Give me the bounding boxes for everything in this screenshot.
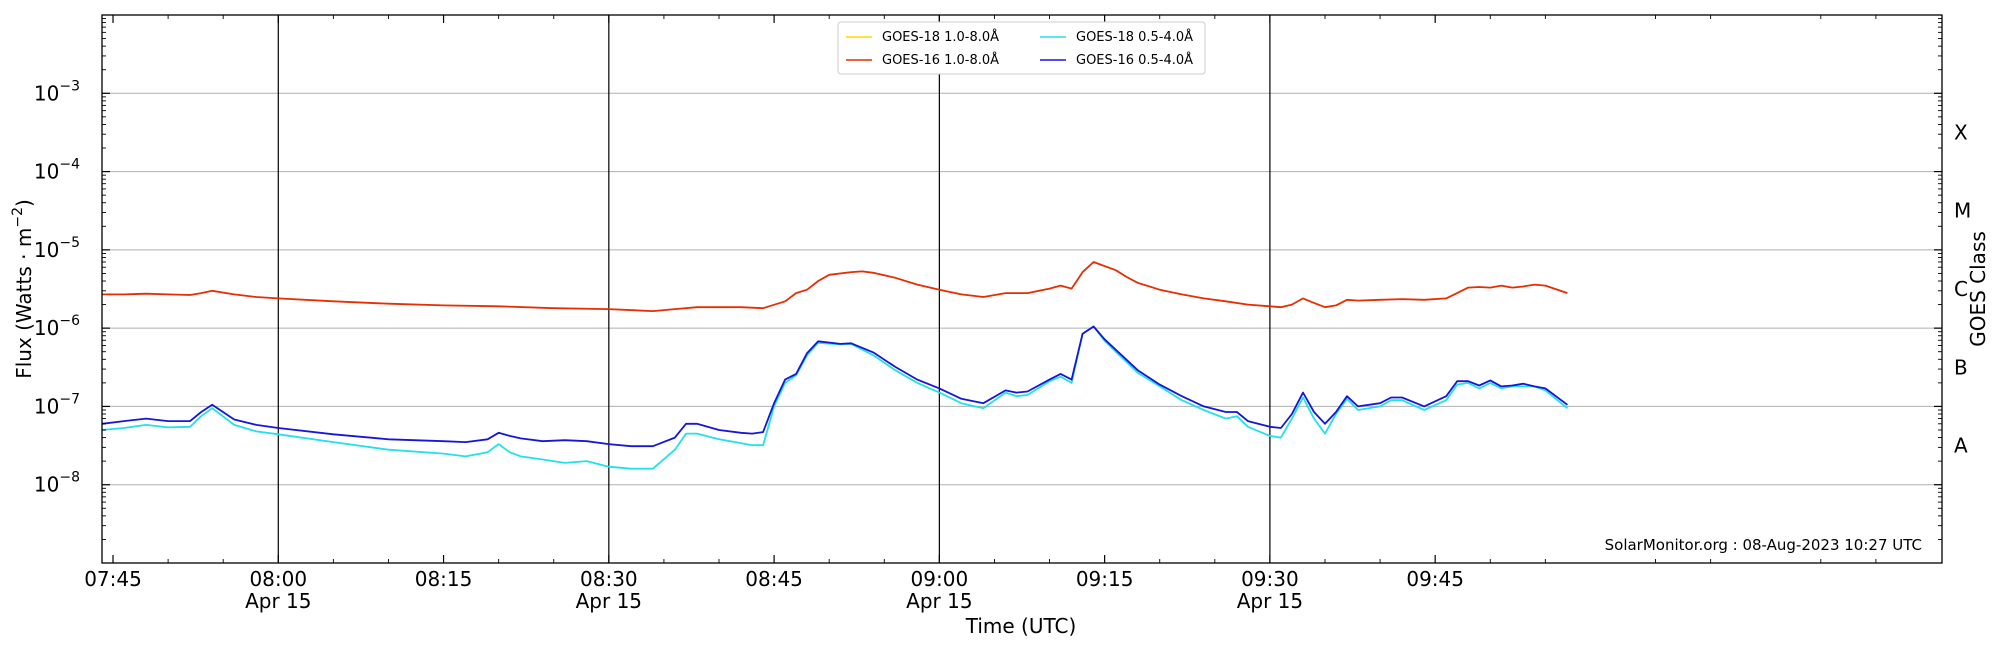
series-line-2 xyxy=(101,325,1568,470)
x-tick-label-3: 08:30 xyxy=(580,567,638,591)
x-tick-date-5: Apr 15 xyxy=(906,589,972,613)
y-tick-label-1: 10−7 xyxy=(34,391,80,418)
x-tick-label-2: 08:15 xyxy=(415,567,473,591)
series-lines xyxy=(101,261,1568,470)
x-tick-label-7: 09:30 xyxy=(1241,567,1299,591)
y-tick-label-3: 10−5 xyxy=(34,235,80,262)
y-axis-ticks: 10−8 10−7 10−6 10−5 10−4 10−3 xyxy=(34,18,1942,540)
right-axis-title: GOES Class xyxy=(1966,231,1990,347)
x-tick-label-4: 08:45 xyxy=(745,567,803,591)
x-tick-date-7: Apr 15 xyxy=(1237,589,1303,613)
x-axis-title: Time (UTC) xyxy=(965,614,1077,638)
x-tick-date-3: Apr 15 xyxy=(576,589,642,613)
legend-box xyxy=(837,21,1206,75)
plot-frame xyxy=(101,14,1943,564)
x-tick-date-1: Apr 15 xyxy=(245,589,311,613)
x-tick-label-0: 07:45 xyxy=(84,567,142,591)
series-line-1 xyxy=(102,261,1568,313)
y-tick-label-5: 10−3 xyxy=(34,78,80,105)
credit-text: SolarMonitor.org : 08-Aug-2023 10:27 UTC xyxy=(1605,536,1922,554)
y-axis-title: Flux (Watts · m−2) xyxy=(10,199,36,379)
x-tick-label-6: 09:15 xyxy=(1076,567,1134,591)
y-tick-label-0: 10−8 xyxy=(34,470,80,497)
legend-label-goes16-short: GOES-16 0.5-4.0Å xyxy=(1076,52,1193,68)
goes-class-X: X xyxy=(1954,120,1968,144)
x-tick-label-1: 08:00 xyxy=(249,567,307,591)
goes-class-labels: A B C M X xyxy=(1954,120,1971,457)
legend-label-goes16-long: GOES-16 1.0-8.0Å xyxy=(882,52,999,68)
goes-class-A: A xyxy=(1954,434,1968,458)
goes-class-C: C xyxy=(1954,277,1968,301)
goes-class-M: M xyxy=(1954,199,1971,223)
legend-label-goes18-long: GOES-18 1.0-8.0Å xyxy=(882,29,999,45)
y-tick-label-4: 10−4 xyxy=(34,157,80,184)
grid-lines xyxy=(102,92,1942,486)
x-tick-label-8: 09:45 xyxy=(1406,567,1464,591)
x-tick-label-5: 09:00 xyxy=(911,567,969,591)
goes-class-B: B xyxy=(1954,355,1968,379)
series-line-3 xyxy=(101,325,1568,448)
y-tick-label-2: 10−6 xyxy=(34,313,80,340)
legend: GOES-18 1.0-8.0Å GOES-16 1.0-8.0Å GOES-1… xyxy=(837,21,1206,75)
legend-label-goes18-short: GOES-18 0.5-4.0Å xyxy=(1076,29,1193,45)
